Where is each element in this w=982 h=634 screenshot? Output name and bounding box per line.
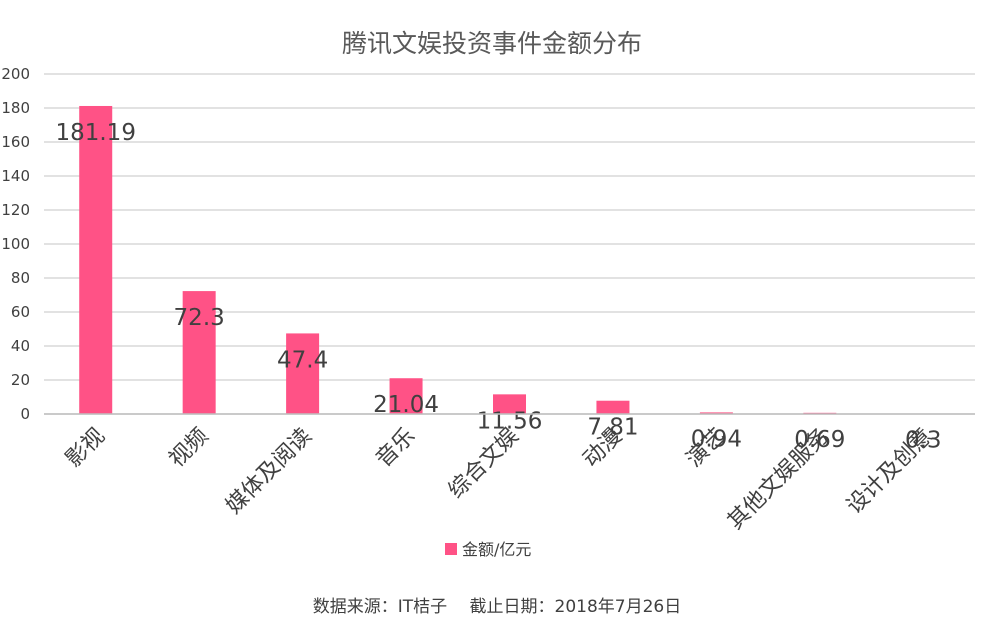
- y-tick-label: 160: [1, 133, 30, 151]
- legend-swatch: [445, 543, 457, 555]
- data-label: 0.94: [691, 426, 742, 452]
- legend: 金额/亿元: [445, 540, 531, 559]
- x-tick-label: 音乐: [371, 424, 420, 473]
- data-label: 0.69: [794, 427, 845, 453]
- x-tick-label: 综合文娱: [444, 424, 524, 504]
- x-tick-label: 视频: [165, 424, 214, 473]
- bar: [699, 412, 733, 414]
- bar: [286, 333, 320, 414]
- data-label: 7.81: [587, 415, 638, 441]
- y-axis: 0 20 40 60 80 100 120 140 160 180 200: [1, 65, 30, 423]
- y-tick-label: 120: [1, 201, 30, 219]
- bar: [493, 394, 526, 414]
- data-label: 72.3: [174, 305, 225, 331]
- source-note: 数据来源：IT桔子 截止日期：2018年7月26日: [313, 597, 682, 617]
- y-tick-label: 60: [11, 303, 30, 321]
- data-label: 0.3: [905, 427, 942, 453]
- x-tick-label: 媒体及阅读: [221, 424, 316, 519]
- y-tick-label: 40: [11, 337, 30, 355]
- y-tick-label: 180: [1, 99, 30, 117]
- y-tick-label: 0: [20, 405, 30, 423]
- data-label: 181.19: [55, 120, 135, 146]
- bar: [182, 291, 216, 414]
- x-tick-label: 设计及创意: [842, 424, 937, 519]
- data-label: 47.4: [277, 347, 328, 373]
- y-tick-label: 100: [1, 235, 30, 253]
- x-tick-label: 影视: [61, 424, 110, 473]
- chart-title: 腾讯文娱投资事件金额分布: [342, 29, 642, 58]
- y-tick-label: 20: [11, 371, 30, 389]
- bar: [79, 105, 113, 415]
- data-label: 11.56: [477, 408, 543, 434]
- legend-label: 金额/亿元: [462, 540, 531, 559]
- bar: [389, 378, 423, 414]
- y-tick-label: 140: [1, 167, 30, 185]
- bar: [596, 400, 630, 414]
- y-tick-label: 200: [1, 65, 30, 83]
- y-tick-label: 80: [11, 269, 30, 287]
- bars: [79, 105, 940, 415]
